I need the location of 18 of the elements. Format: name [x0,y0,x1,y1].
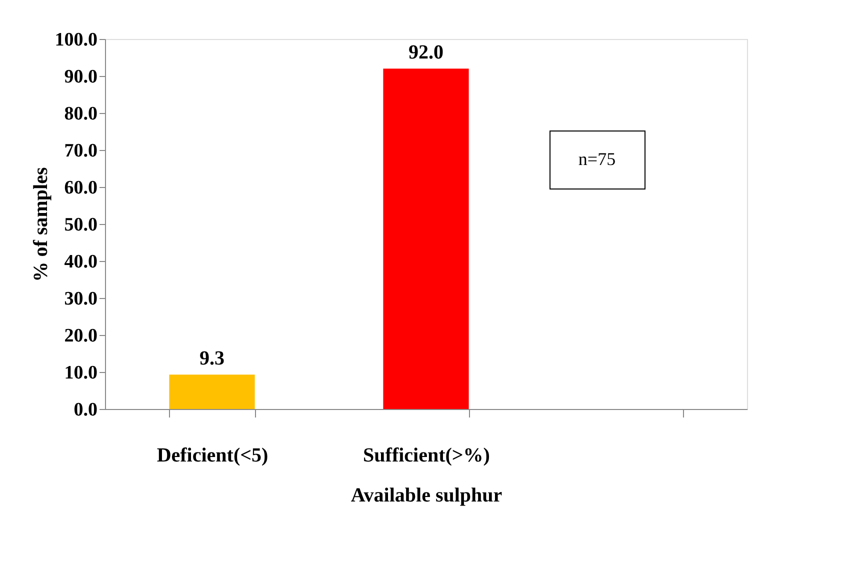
y-tick-label: 60.0 [64,178,98,198]
y-tick-label: 90.0 [64,66,98,88]
y-tick-label: 20.0 [64,326,98,346]
x-axis-title: Available sulphur [350,484,502,506]
y-tick-label: 70.0 [64,140,98,162]
data-label: 9.3 [200,348,224,370]
y-tick-label: 0.0 [74,400,98,420]
y-tick-label: 80.0 [64,104,98,124]
annotation: n=75 [578,149,616,169]
data-label: 92.0 [408,42,444,64]
x-tick-label: Sufficient(>%) [363,444,490,466]
y-tick-label: 40.0 [64,252,98,272]
y-tick-label: 30.0 [64,288,98,310]
y-tick-label: 50.0 [64,214,98,236]
y-axis-title: % of samples [30,167,52,282]
y-tick-label: 10.0 [64,362,98,384]
y-tick-label: 100.0 [54,30,98,50]
x-tick-label: Deficient(<5) [156,444,268,466]
